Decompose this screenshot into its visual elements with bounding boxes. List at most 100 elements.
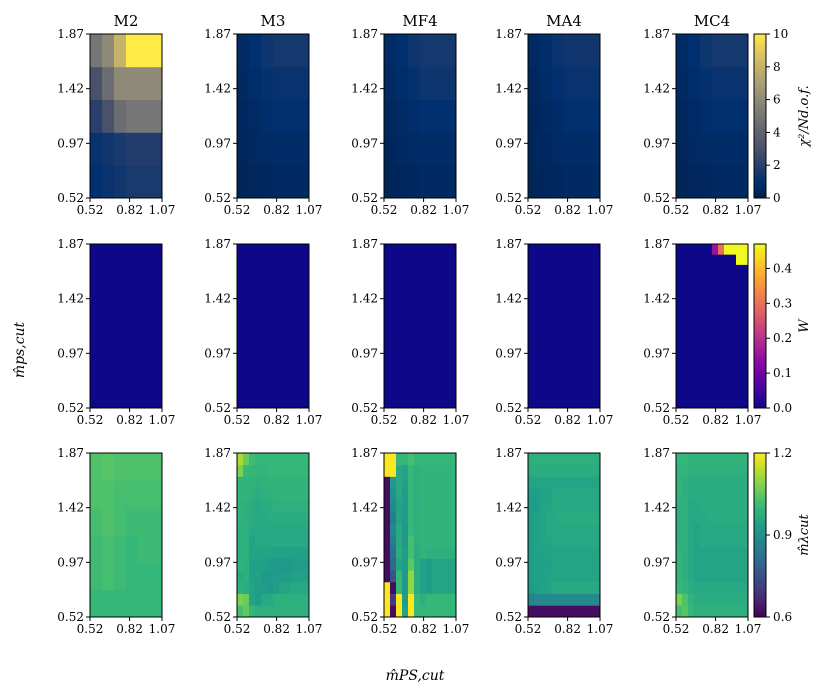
heat-cell xyxy=(303,511,310,524)
heat-cell xyxy=(688,523,695,536)
heat-cell xyxy=(718,499,725,512)
heat-cell xyxy=(414,570,421,583)
heat-cell xyxy=(150,375,163,409)
y-tick-label: 0.52 xyxy=(643,610,670,624)
heat-cell xyxy=(576,546,583,559)
heat-cell xyxy=(694,546,701,559)
panel-m3-chi2-per-ndof: 0.52 0.97 1.42 1.87 0.52 0.82 1.07 M3 xyxy=(204,12,322,217)
heat-cell xyxy=(432,593,439,606)
heat-cell xyxy=(273,464,280,477)
heat-cell xyxy=(267,511,274,524)
heat-cell xyxy=(570,464,577,477)
heat-cell xyxy=(724,356,731,368)
heat-cell xyxy=(724,165,737,199)
heat-cell xyxy=(718,453,725,466)
heat-cell xyxy=(564,342,577,376)
heat-cell xyxy=(706,464,713,477)
heat-cell xyxy=(102,276,115,310)
heat-cell xyxy=(150,66,163,100)
heat-cell xyxy=(138,480,151,509)
heat-cell xyxy=(420,66,433,100)
heat-cell xyxy=(285,165,298,199)
heat-cell xyxy=(682,387,689,399)
heat-cell xyxy=(694,336,701,347)
heat-cell xyxy=(718,244,725,255)
heat-cell xyxy=(730,274,737,286)
heat-cell xyxy=(676,464,683,477)
heat-cell xyxy=(414,558,421,571)
heat-cell xyxy=(255,570,262,583)
heat-cell xyxy=(267,499,274,512)
heat-cell xyxy=(540,558,547,571)
heat-cell xyxy=(291,605,298,618)
heat-cell xyxy=(564,535,571,548)
heat-cell xyxy=(688,274,695,286)
heat-cell xyxy=(396,244,409,278)
heat-cell xyxy=(688,165,701,199)
heat-cell xyxy=(450,593,457,606)
heat-cell xyxy=(420,375,433,409)
heat-cell xyxy=(297,99,310,133)
heat-cell xyxy=(102,342,115,376)
heat-cell xyxy=(126,165,139,199)
heat-cell xyxy=(249,558,256,571)
heat-cell xyxy=(724,397,731,409)
heat-cell xyxy=(588,535,595,548)
y-tick-label: 1.87 xyxy=(204,237,231,251)
heat-cell xyxy=(396,535,403,548)
heat-cell xyxy=(279,605,286,618)
heat-cell xyxy=(594,558,601,571)
heat-cell xyxy=(114,244,127,278)
heat-cell xyxy=(682,326,689,337)
heat-cell xyxy=(285,66,298,100)
heat-cell xyxy=(237,511,244,524)
heat-cell xyxy=(273,570,280,583)
x-tick-label: 0.82 xyxy=(116,203,143,217)
heat-cell xyxy=(552,476,559,489)
heat-cell xyxy=(297,244,310,278)
heat-cell xyxy=(249,476,256,489)
heat-cell xyxy=(114,309,127,343)
heat-cell xyxy=(676,326,683,337)
x-tick-label: 1.07 xyxy=(587,203,614,217)
heat-cell xyxy=(528,570,535,583)
y-tick-label: 1.42 xyxy=(57,501,84,515)
heat-cell xyxy=(682,356,689,368)
heat-cell xyxy=(273,244,286,278)
heat-cell xyxy=(558,499,565,512)
heat-cell xyxy=(694,476,701,489)
heat-cell xyxy=(552,499,559,512)
heat-cell xyxy=(438,535,445,548)
heat-cell xyxy=(582,605,589,618)
heat-cell xyxy=(396,276,409,310)
heat-cell xyxy=(682,274,689,286)
heat-cell xyxy=(102,562,115,591)
heat-cell xyxy=(712,295,719,306)
heat-cell xyxy=(297,570,304,583)
heat-cell xyxy=(676,367,683,378)
heat-cell xyxy=(694,581,701,594)
heat-cell xyxy=(279,499,286,512)
x-tick-label: 1.07 xyxy=(443,622,470,636)
panel-frame xyxy=(383,243,457,409)
heat-cell xyxy=(594,546,601,559)
heat-cell xyxy=(279,488,286,501)
x-tick-label: 0.52 xyxy=(77,413,104,427)
heat-cell xyxy=(402,464,409,477)
heat-cell xyxy=(384,535,391,548)
heat-cell xyxy=(408,464,415,477)
heat-cell xyxy=(736,464,743,477)
heat-cell xyxy=(255,581,262,594)
heat-cell xyxy=(588,476,595,489)
heat-cell xyxy=(414,593,421,606)
heat-cell xyxy=(249,581,256,594)
heat-cell xyxy=(552,546,559,559)
heat-cell xyxy=(267,593,274,606)
heat-cell xyxy=(736,285,743,296)
heat-cell xyxy=(528,276,541,310)
heat-cell xyxy=(700,295,707,306)
heat-cell xyxy=(736,356,743,368)
colorbar-label: m̂λcut xyxy=(797,514,812,556)
heat-cell xyxy=(384,558,391,571)
heat-cell xyxy=(420,593,427,606)
